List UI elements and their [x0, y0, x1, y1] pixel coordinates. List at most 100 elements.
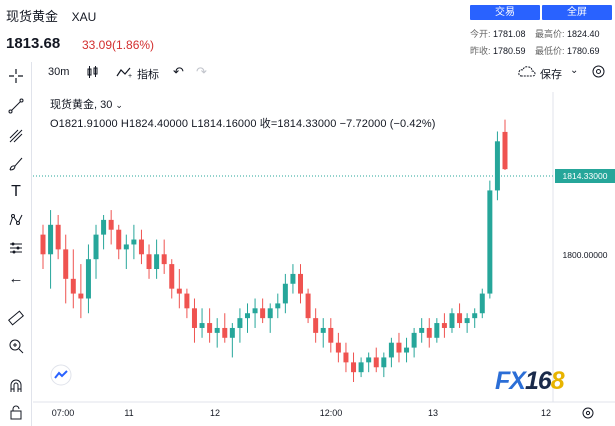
price-change: 33.09(1.86%) [82, 38, 155, 52]
candle-body [176, 288, 182, 294]
candle-body [131, 239, 137, 245]
chart-header: 现货黄金 XAU 1813.68 33.09(1.86%) 交易 全屏 今开: … [0, 0, 615, 60]
ruler-icon[interactable] [6, 308, 26, 328]
candle-body [343, 352, 349, 363]
trend-line-icon[interactable] [6, 96, 26, 116]
candle-body [464, 318, 470, 324]
stat-low: 最低价: 1780.69 [535, 46, 600, 56]
candle-body [123, 244, 129, 250]
measure-icon[interactable] [6, 238, 26, 258]
candle-body [70, 278, 76, 294]
candle-body [191, 308, 197, 328]
candle-body [419, 327, 425, 333]
x-tick-label: 12:00 [320, 408, 343, 418]
candle-body [487, 190, 493, 294]
cloud-icon[interactable] [518, 65, 536, 80]
text-icon[interactable]: T [11, 183, 21, 200]
save-dropdown-icon[interactable]: ⌄ [570, 65, 579, 76]
candle-body [320, 327, 326, 333]
candle-body [388, 342, 394, 358]
candle-body [93, 234, 99, 260]
zoom-in-icon[interactable] [6, 336, 26, 356]
candle-body [479, 293, 485, 314]
interval-selector[interactable]: 30m [48, 66, 70, 78]
candle-body [108, 219, 114, 230]
candle-body [298, 273, 304, 294]
candle-body [184, 293, 190, 309]
redo-icon[interactable]: ↷ [196, 64, 207, 79]
instrument-symbol: XAU [71, 10, 97, 24]
candle-body [207, 323, 213, 333]
candle-body [472, 313, 478, 319]
settings-icon[interactable] [591, 64, 606, 82]
candle-body [214, 327, 220, 333]
x-tick-label: 07:00 [52, 408, 75, 418]
candle-body [411, 332, 417, 348]
indicators-icon[interactable]: + [116, 65, 134, 82]
candle-body [199, 323, 205, 328]
candle-body [229, 327, 235, 338]
x-tick-label: 13 [428, 408, 438, 418]
back-arrow-icon[interactable]: ← [8, 269, 24, 287]
y-tick-label: 1800.00000 [563, 250, 608, 260]
fullscreen-button[interactable]: 全屏 [542, 5, 612, 20]
lock-icon[interactable] [6, 402, 26, 422]
candle-body [328, 327, 334, 343]
x-axis-ticks: 07:00 11 12 12:00 13 12 [52, 408, 551, 418]
candle-body [305, 293, 311, 319]
brush-icon[interactable] [6, 154, 26, 174]
candle-body [63, 249, 69, 279]
last-price: 1813.68 [6, 35, 61, 52]
stat-prev-close: 昨收: 1780.59 [470, 46, 526, 56]
x-tick-label: 11 [124, 408, 133, 418]
undo-icon[interactable]: ↶ [173, 64, 184, 79]
pitchfork-icon[interactable] [6, 126, 26, 146]
ohlc-readout: O1821.91000 H1824.40000 L1814.16000 收=18… [50, 118, 436, 130]
chart-toolbar: 30m + 指标 ↶ ↷ 保存 ⌄ [0, 62, 615, 86]
axis-settings-icon[interactable] [582, 407, 594, 419]
candle-body [237, 318, 243, 328]
candle-body [441, 323, 447, 328]
candle-body [85, 259, 91, 299]
candle-body [434, 323, 440, 338]
candle-body [40, 234, 46, 255]
candle-body [78, 293, 84, 299]
candle-body [275, 303, 281, 309]
chart-legend-title: 现货黄金, 30 ⌄ [50, 96, 123, 112]
candle-type-icon[interactable] [86, 65, 100, 82]
svg-text:+: + [128, 73, 132, 79]
save-button[interactable]: 保存 [540, 69, 562, 81]
candle-body [351, 362, 357, 373]
fx168-logo: FX168 [495, 367, 565, 395]
last-price-label: 1814.33000 [563, 171, 608, 181]
stat-open: 今开: 1781.08 [470, 29, 526, 39]
candle-body [222, 327, 228, 338]
price-chart[interactable]: 1814.33000 1800.00000 07:00 11 12 12:00 13 12 [33, 92, 615, 426]
candle-body [282, 283, 288, 304]
candle-body [260, 308, 266, 319]
candle-body [138, 239, 144, 255]
candle-body [366, 357, 372, 363]
pattern-icon[interactable] [6, 210, 26, 230]
candle-body [267, 308, 273, 319]
tradingview-logo-icon [50, 364, 72, 386]
candle-body [494, 141, 500, 191]
candle-body [381, 357, 387, 368]
candle-body [48, 224, 54, 255]
legend-name: 现货黄金, 30 [50, 99, 113, 111]
stat-high: 最高价: 1824.40 [535, 29, 600, 39]
crosshair-icon[interactable] [6, 66, 26, 86]
legend-collapse-icon[interactable]: ⌄ [115, 100, 123, 110]
drawing-toolbar: T ← [0, 62, 32, 426]
candle-body [55, 224, 61, 250]
candle-body [502, 131, 508, 170]
candle-body [244, 313, 250, 319]
candle-body [449, 313, 455, 328]
candle-body [169, 264, 175, 289]
candle-body [154, 254, 160, 270]
candle-body [146, 254, 152, 270]
candle-body [358, 362, 364, 373]
indicators-button[interactable]: 指标 [137, 69, 159, 81]
magnet-icon[interactable] [6, 376, 26, 396]
trade-button[interactable]: 交易 [470, 5, 540, 20]
